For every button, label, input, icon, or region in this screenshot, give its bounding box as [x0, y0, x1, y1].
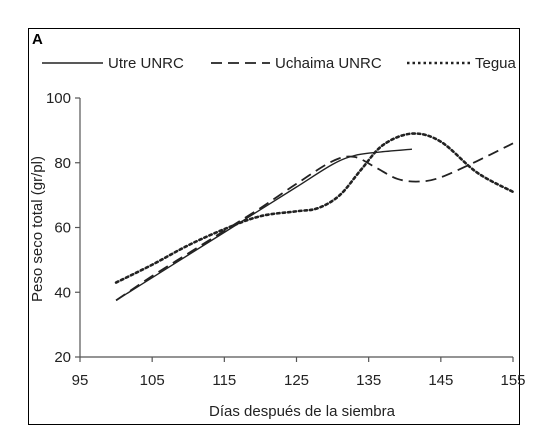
y-tick-label: 40: [54, 284, 71, 301]
legend: Utre UNRC Uchaima UNRC Tegua: [42, 55, 517, 72]
series-line-1: [115, 148, 413, 301]
y-tick-label: 60: [54, 220, 71, 237]
legend-label-1: Utre UNRC: [108, 55, 184, 72]
x-tick-label: 95: [72, 372, 89, 389]
series-layer: [114, 132, 515, 302]
series-line-2: [115, 142, 514, 302]
x-tick-label: 115: [212, 372, 236, 389]
x-tick-label: 125: [284, 372, 309, 389]
legend-label-2: Uchaima UNRC: [275, 55, 382, 72]
legend-label-3: Tegua: [475, 55, 517, 72]
y-tick-label: 80: [54, 155, 71, 172]
x-tick-label: 105: [140, 372, 165, 389]
series-line-3: [114, 132, 515, 284]
axes: 20 40 60 80 100 95 105 115 125 135 145 155: [46, 90, 526, 389]
y-axis-label: Peso seco total (gr/pl): [29, 156, 46, 302]
x-tick-label: 145: [428, 372, 453, 389]
y-tick-label: 100: [46, 90, 71, 107]
x-tick-label: 155: [500, 372, 525, 389]
y-tick-label: 20: [54, 349, 71, 366]
figure-border: [28, 28, 520, 425]
x-axis-label: Días después de la siembra: [209, 403, 396, 420]
panel-label: A: [32, 31, 43, 48]
x-tick-label: 135: [356, 372, 381, 389]
